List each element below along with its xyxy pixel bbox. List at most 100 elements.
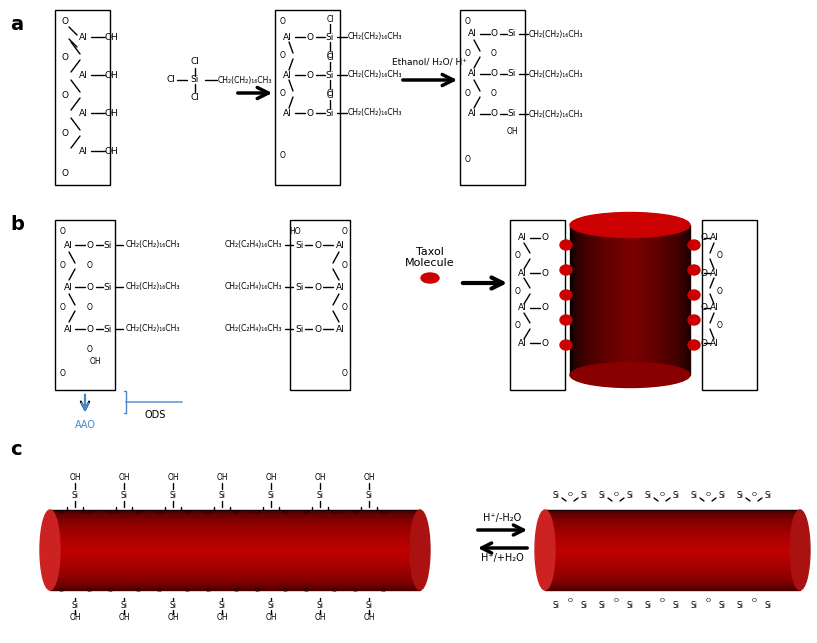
Bar bbox=[50, 512, 420, 514]
Bar bbox=[50, 539, 420, 541]
Text: O: O bbox=[87, 240, 93, 249]
Ellipse shape bbox=[688, 340, 700, 350]
Bar bbox=[50, 542, 420, 543]
Bar bbox=[545, 531, 800, 532]
Bar bbox=[545, 521, 800, 522]
Text: Si: Si bbox=[581, 601, 587, 610]
Text: Al: Al bbox=[467, 109, 476, 118]
Text: Si: Si bbox=[552, 601, 560, 610]
Text: O: O bbox=[87, 511, 92, 516]
Bar bbox=[545, 514, 800, 515]
Text: ODS: ODS bbox=[145, 410, 166, 420]
Bar bbox=[50, 553, 420, 554]
Text: O: O bbox=[542, 233, 548, 242]
Bar bbox=[50, 515, 420, 517]
Text: O: O bbox=[306, 71, 314, 80]
Text: Al: Al bbox=[283, 33, 292, 42]
Bar bbox=[50, 581, 420, 582]
Text: Si: Si bbox=[672, 491, 680, 500]
Bar bbox=[678, 225, 681, 375]
Bar bbox=[50, 562, 420, 563]
Bar bbox=[545, 574, 800, 575]
Bar bbox=[545, 530, 800, 531]
Text: O: O bbox=[306, 33, 314, 42]
Bar bbox=[55, 220, 115, 390]
Text: O: O bbox=[280, 51, 286, 60]
Text: Si: Si bbox=[627, 491, 633, 500]
Text: O: O bbox=[283, 511, 288, 516]
Text: O: O bbox=[157, 511, 162, 516]
Bar bbox=[545, 554, 800, 556]
Ellipse shape bbox=[570, 212, 690, 237]
Bar bbox=[50, 556, 420, 557]
Text: O: O bbox=[303, 511, 309, 516]
Text: O: O bbox=[108, 588, 113, 592]
Bar bbox=[687, 225, 690, 375]
Text: CH₂(CH₂)₁₆CH₃: CH₂(CH₂)₁₆CH₃ bbox=[348, 109, 402, 118]
Bar bbox=[50, 568, 420, 570]
Bar bbox=[579, 225, 582, 375]
Text: Si: Si bbox=[645, 491, 651, 500]
Text: O: O bbox=[542, 303, 548, 312]
Text: O: O bbox=[752, 597, 757, 602]
Text: Si: Si bbox=[326, 33, 334, 42]
Text: Cl: Cl bbox=[167, 75, 176, 84]
Text: O: O bbox=[700, 338, 708, 347]
Text: Si: Si bbox=[690, 491, 698, 500]
Bar bbox=[50, 567, 420, 568]
Text: Si: Si bbox=[645, 601, 651, 610]
Text: OH: OH bbox=[167, 613, 179, 622]
Bar bbox=[545, 510, 800, 511]
Text: CH₂(C₂H₄)₁₆CH₃: CH₂(C₂H₄)₁₆CH₃ bbox=[224, 240, 282, 249]
Bar bbox=[545, 567, 800, 568]
Bar bbox=[545, 548, 800, 550]
Bar bbox=[609, 225, 612, 375]
Bar bbox=[545, 543, 800, 545]
Text: Si: Si bbox=[508, 30, 516, 39]
Text: O: O bbox=[303, 588, 309, 592]
Text: Al: Al bbox=[78, 33, 87, 42]
Bar bbox=[624, 225, 627, 375]
Text: O: O bbox=[717, 287, 723, 296]
Bar bbox=[50, 570, 420, 572]
Bar bbox=[576, 225, 579, 375]
Bar bbox=[681, 225, 684, 375]
Bar bbox=[545, 561, 800, 562]
Bar bbox=[545, 523, 800, 525]
Bar bbox=[633, 225, 636, 375]
Bar bbox=[636, 225, 639, 375]
Bar bbox=[585, 225, 588, 375]
Bar bbox=[50, 589, 420, 590]
Text: OH: OH bbox=[364, 473, 375, 482]
Text: O: O bbox=[490, 109, 498, 118]
Text: O: O bbox=[342, 262, 348, 271]
Text: O: O bbox=[465, 50, 471, 59]
Bar bbox=[545, 583, 800, 584]
Bar bbox=[545, 575, 800, 577]
Bar bbox=[50, 523, 420, 525]
Text: c: c bbox=[10, 440, 21, 459]
Text: O: O bbox=[342, 228, 348, 237]
Text: OH: OH bbox=[167, 473, 179, 482]
Text: O: O bbox=[568, 597, 573, 602]
Bar bbox=[50, 526, 420, 527]
Text: Si: Si bbox=[120, 601, 127, 610]
Bar bbox=[639, 225, 642, 375]
Bar bbox=[545, 563, 800, 565]
Text: Si: Si bbox=[736, 601, 743, 610]
Text: O: O bbox=[60, 228, 66, 237]
Bar bbox=[645, 225, 648, 375]
Text: O: O bbox=[87, 345, 93, 354]
Bar bbox=[545, 517, 800, 518]
Text: OH: OH bbox=[118, 613, 130, 622]
Text: Al: Al bbox=[78, 147, 87, 156]
Bar bbox=[50, 579, 420, 581]
Bar bbox=[663, 225, 666, 375]
Bar bbox=[545, 584, 800, 586]
Bar bbox=[606, 225, 609, 375]
Text: O: O bbox=[342, 368, 348, 377]
Text: O: O bbox=[283, 588, 288, 592]
Bar bbox=[545, 586, 800, 587]
Ellipse shape bbox=[40, 510, 60, 590]
Text: Si: Si bbox=[326, 109, 334, 118]
